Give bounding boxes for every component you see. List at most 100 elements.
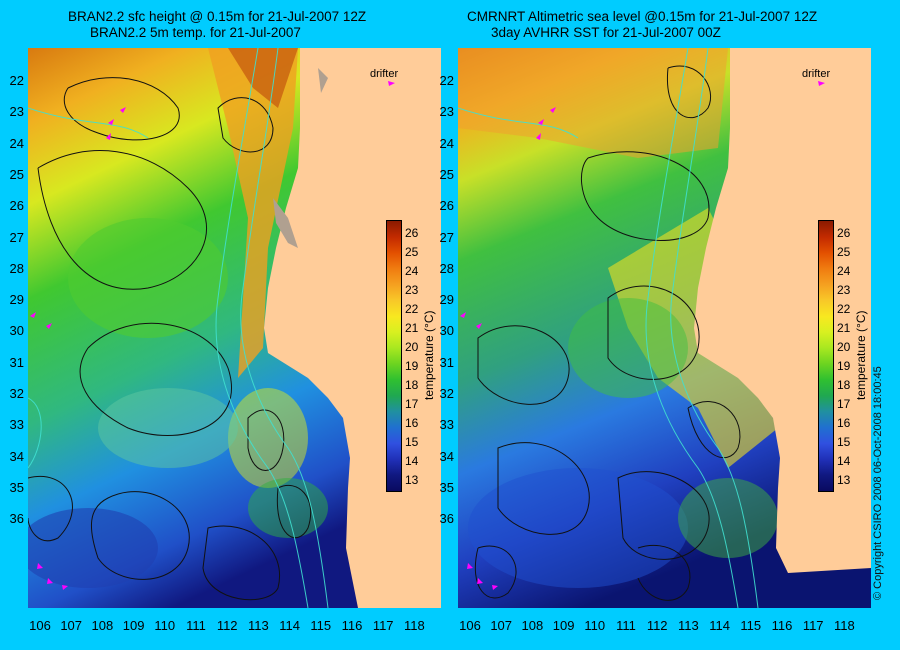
colorbar-tick-label: 13: [405, 473, 419, 487]
colorbar-scale: [386, 220, 402, 492]
colorbar-tick-label: 19: [405, 359, 419, 373]
left-drifter-markers: [30, 81, 395, 590]
latitude-label: 33: [9, 417, 24, 433]
latitude-label: 28: [9, 260, 24, 276]
latitude-label: 26: [439, 198, 454, 214]
longitude-label: 111: [616, 618, 636, 633]
longitude-label: 109: [122, 618, 145, 633]
longitude-label: 112: [216, 618, 238, 633]
right-title-line2: 3day AVHRR SST for 21-Jul-2007 00Z: [491, 25, 721, 40]
longitude-label: 115: [310, 618, 332, 633]
latitude-label: 23: [9, 104, 24, 120]
latitude-label: 31: [439, 354, 454, 370]
latitude-label: 28: [439, 260, 454, 276]
latitude-label: 31: [9, 354, 24, 370]
colorbar-tick-label: 23: [405, 283, 419, 297]
longitude-label: 116: [341, 618, 363, 633]
latitude-label: 34: [439, 448, 454, 464]
latitude-label: 33: [439, 417, 454, 433]
left-drifter-label: drifter: [370, 68, 399, 80]
latitude-label: 35: [439, 479, 454, 495]
copyright-text: © Copyright CSIRO 2008 06-Oct-2008 18:00…: [872, 366, 884, 600]
latitude-label: 27: [9, 229, 24, 245]
right-drifter-markers: [460, 81, 825, 590]
colorbar-tick-label: 19: [837, 359, 851, 373]
latitude-label: 30: [9, 323, 24, 339]
latitude-label: 26: [9, 198, 24, 214]
latitude-label: 27: [439, 229, 454, 245]
colorbar-tick-label: 25: [405, 245, 419, 259]
right-drifter-label: drifter: [802, 68, 831, 80]
longitude-label: 110: [584, 618, 606, 633]
latitude-label: 25: [439, 166, 454, 182]
colorbar-title: temperature (°C): [854, 310, 868, 401]
colorbar-tick-label: 26: [405, 226, 419, 240]
colorbar-tick-label: 17: [405, 397, 419, 411]
colorbar-tick-label: 14: [405, 454, 419, 468]
longitude-label: 114: [709, 618, 730, 633]
latitude-label: 29: [439, 292, 454, 308]
longitude-label: 115: [740, 618, 762, 633]
longitude-label: 110: [154, 618, 176, 633]
colorbar-tick-label: 14: [837, 454, 851, 468]
latitude-label: 36: [439, 511, 454, 527]
longitude-label: 106: [29, 618, 51, 633]
right-title-line1: CMRNRT Altimetric sea level @0.15m for 2…: [467, 9, 818, 24]
longitude-label: 117: [802, 618, 824, 633]
latitude-label: 29: [9, 292, 24, 308]
longitude-label: 106: [459, 618, 481, 633]
latitude-label: 24: [439, 135, 454, 151]
colorbar-tick-label: 24: [837, 264, 851, 278]
left-map-panel: [28, 48, 441, 608]
latitude-label: 32: [439, 386, 454, 401]
colorbar-tick-label: 20: [405, 340, 419, 354]
colorbar-tick-label: 15: [837, 435, 851, 449]
longitude-label: 112: [646, 618, 668, 633]
colorbar-tick-label: 22: [405, 302, 419, 316]
right-map-panel: [458, 48, 871, 608]
latitude-label: 23: [439, 104, 454, 120]
latitude-label: 35: [9, 479, 24, 495]
colorbar-tick-label: 17: [837, 397, 851, 411]
longitude-label: 118: [404, 618, 425, 633]
longitude-label: 107: [490, 618, 513, 633]
latitude-label: 22: [9, 73, 24, 88]
longitude-label: 107: [60, 618, 83, 633]
longitude-label: 113: [678, 618, 699, 633]
longitude-label: 114: [279, 618, 300, 633]
colorbar-tick-label: 26: [837, 226, 851, 240]
longitude-label: 108: [91, 618, 114, 633]
longitude-label: 118: [834, 618, 855, 633]
left-title-line1: BRAN2.2 sfc height @ 0.15m for 21-Jul-20…: [68, 9, 367, 24]
longitude-label: 116: [771, 618, 793, 633]
latitude-label: 25: [9, 166, 24, 182]
colorbar-tick-label: 13: [837, 473, 851, 487]
colorbar-tick-label: 22: [837, 302, 851, 316]
colorbar-tick-label: 16: [405, 416, 419, 430]
latitude-label: 34: [9, 448, 24, 464]
colorbar-tick-label: 18: [837, 378, 851, 392]
longitude-label: 113: [248, 618, 269, 633]
colorbar-tick-label: 18: [405, 378, 419, 392]
latitude-label: 32: [9, 386, 24, 401]
longitude-label: 109: [552, 618, 575, 633]
latitude-label: 24: [9, 135, 24, 151]
colorbar-tick-label: 21: [405, 321, 419, 335]
left-title-line2: BRAN2.2 5m temp. for 21-Jul-2007: [90, 25, 301, 40]
latitude-label: 30: [439, 323, 454, 339]
colorbar-tick-label: 21: [837, 321, 851, 335]
colorbar-scale: [818, 220, 834, 492]
colorbar-tick-label: 16: [837, 416, 851, 430]
colorbar-title: temperature (°C): [422, 310, 436, 401]
left-sst-map: [28, 48, 441, 608]
colorbar-tick-label: 25: [837, 245, 851, 259]
longitude-label: 111: [186, 618, 206, 633]
latitude-label: 22: [439, 73, 454, 88]
colorbar-tick-label: 24: [405, 264, 419, 278]
longitude-label: 117: [372, 618, 394, 633]
latitude-label: 36: [9, 511, 24, 527]
colorbar-tick-label: 15: [405, 435, 419, 449]
colorbar-tick-label: 23: [837, 283, 851, 297]
right-sst-map: [458, 48, 871, 608]
colorbar-tick-label: 20: [837, 340, 851, 354]
